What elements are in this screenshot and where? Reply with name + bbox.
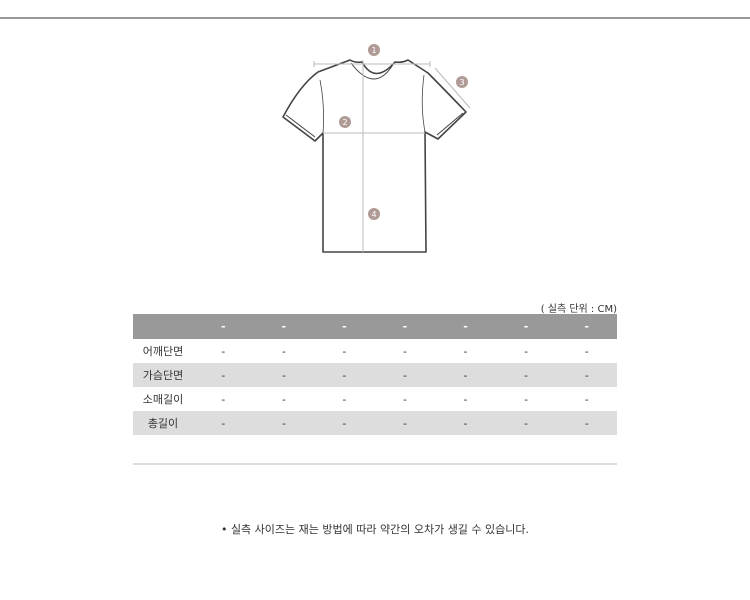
size-value: - (584, 392, 589, 406)
header-cell: - (253, 314, 315, 339)
size-value: - (342, 344, 347, 358)
size-value: - (435, 363, 496, 387)
size-value: - (435, 411, 496, 435)
header-cell: - (435, 314, 496, 339)
measure-markers (339, 44, 468, 220)
size-table: - - - - - - - 어깨단면 - - - - - - - 가슴단면 - - - - - - - 소매길이… (133, 314, 617, 435)
top-divider (0, 17, 750, 19)
table-header-row: - - - - - - - (133, 314, 617, 339)
tshirt-diagram: 1 2 3 4 (282, 44, 471, 253)
size-value: - (314, 363, 375, 387)
shirt-outline (282, 59, 467, 253)
header-cell: - (193, 314, 254, 339)
row-label: 소매길이 (142, 393, 184, 406)
header-cell: - (495, 314, 557, 339)
marker-2-icon (339, 116, 351, 128)
marker-1-label: 1 (371, 46, 376, 55)
size-value: - (402, 392, 407, 406)
size-value: - (495, 363, 557, 387)
bottom-divider (133, 463, 617, 465)
size-value: - (374, 411, 436, 435)
size-value: - (463, 392, 468, 406)
size-value: - (524, 344, 529, 358)
size-value: - (374, 363, 436, 387)
table-row: 총길이 - - - - - - - (133, 411, 617, 435)
table-row: 소매길이 - - - - - - - (133, 387, 617, 411)
marker-1-icon (368, 44, 380, 56)
marker-3-label: 3 (459, 78, 464, 87)
row-label: 총길이 (133, 411, 193, 435)
header-cell: - (556, 314, 617, 339)
size-value: - (281, 344, 286, 358)
size-value: - (221, 344, 226, 358)
table-row: 어깨단면 - - - - - - - (133, 339, 617, 363)
size-value: - (556, 411, 617, 435)
header-cell: - (374, 314, 436, 339)
marker-3-icon (456, 76, 468, 88)
marker-2-label: 2 (342, 118, 347, 127)
header-cell: - (314, 314, 375, 339)
measurement-note: • 실측 사이즈는 재는 방법에 따라 약간의 오차가 생길 수 있습니다. (220, 523, 530, 536)
size-value: - (253, 363, 315, 387)
size-value: - (524, 392, 529, 406)
size-value: - (463, 344, 468, 358)
header-cell (133, 314, 193, 339)
size-value: - (193, 363, 254, 387)
marker-4-icon (368, 208, 380, 220)
size-value: - (584, 344, 589, 358)
unit-label: ( 실측 단위 : CM) (540, 304, 617, 315)
size-value: - (556, 363, 617, 387)
size-value: - (314, 411, 375, 435)
row-label: 어깨단면 (142, 345, 184, 358)
size-value: - (342, 392, 347, 406)
size-value: - (253, 411, 315, 435)
size-value: - (193, 411, 254, 435)
table-row: 가슴단면 - - - - - - - (133, 363, 617, 387)
row-label: 가슴단면 (133, 363, 193, 387)
size-value: - (495, 411, 557, 435)
size-value: - (221, 392, 226, 406)
size-value: - (281, 392, 286, 406)
size-value: - (402, 344, 407, 358)
marker-4-label: 4 (371, 210, 376, 219)
